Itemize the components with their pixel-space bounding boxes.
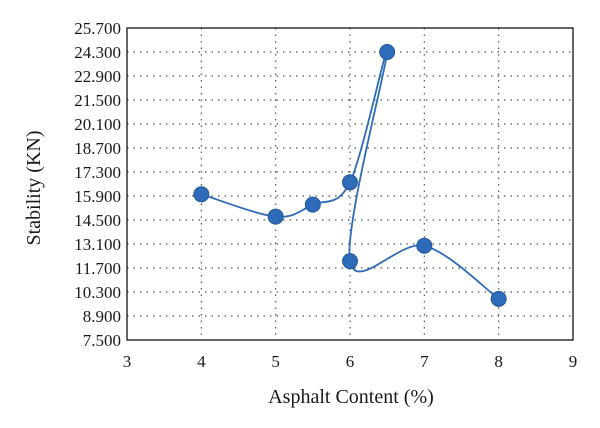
x-tick-label: 8 [494,352,503,371]
x-tick-label: 9 [569,352,578,371]
x-tick-label: 5 [271,352,280,371]
y-tick-label: 25.700 [74,19,121,38]
x-tick-label: 4 [197,352,206,371]
x-axis-title: Asphalt Content (%) [268,386,434,408]
data-point [342,253,358,270]
data-point [379,44,396,60]
y-tick-label: 13.100 [74,235,121,254]
y-tick-label: 7.500 [83,331,121,350]
y-tick-label: 17.300 [74,163,121,182]
data-point [490,290,507,307]
y-tick-label: 8.900 [83,307,121,326]
data-point [416,237,433,254]
x-tick-label: 6 [346,352,355,371]
data-point [304,196,321,213]
x-tick-label: 3 [123,352,132,371]
y-tick-label: 21.500 [74,91,121,110]
y-tick-label: 20.100 [74,115,121,134]
data-points [193,44,507,307]
x-tick-label: 7 [420,352,429,371]
y-tick-label: 24.300 [74,43,121,62]
y-tick-label: 11.700 [75,259,121,278]
x-axis-ticks: 3 4 5 6 7 8 9 [123,352,578,371]
y-tick-label: 18.700 [74,139,121,158]
y-axis-title: Stability (KN) [23,131,45,246]
plot-frame [126,27,574,341]
y-axis-ticks: 7.500 8.900 10.300 11.700 13.100 14.500 15.900… [74,19,121,350]
y-tick-label: 10.300 [74,283,121,302]
data-point [267,208,284,225]
data-point [193,186,210,203]
y-tick-label: 14.500 [74,211,121,230]
data-point [342,174,358,191]
y-tick-label: 15.900 [74,187,121,206]
y-tick-label: 22.900 [74,67,121,86]
